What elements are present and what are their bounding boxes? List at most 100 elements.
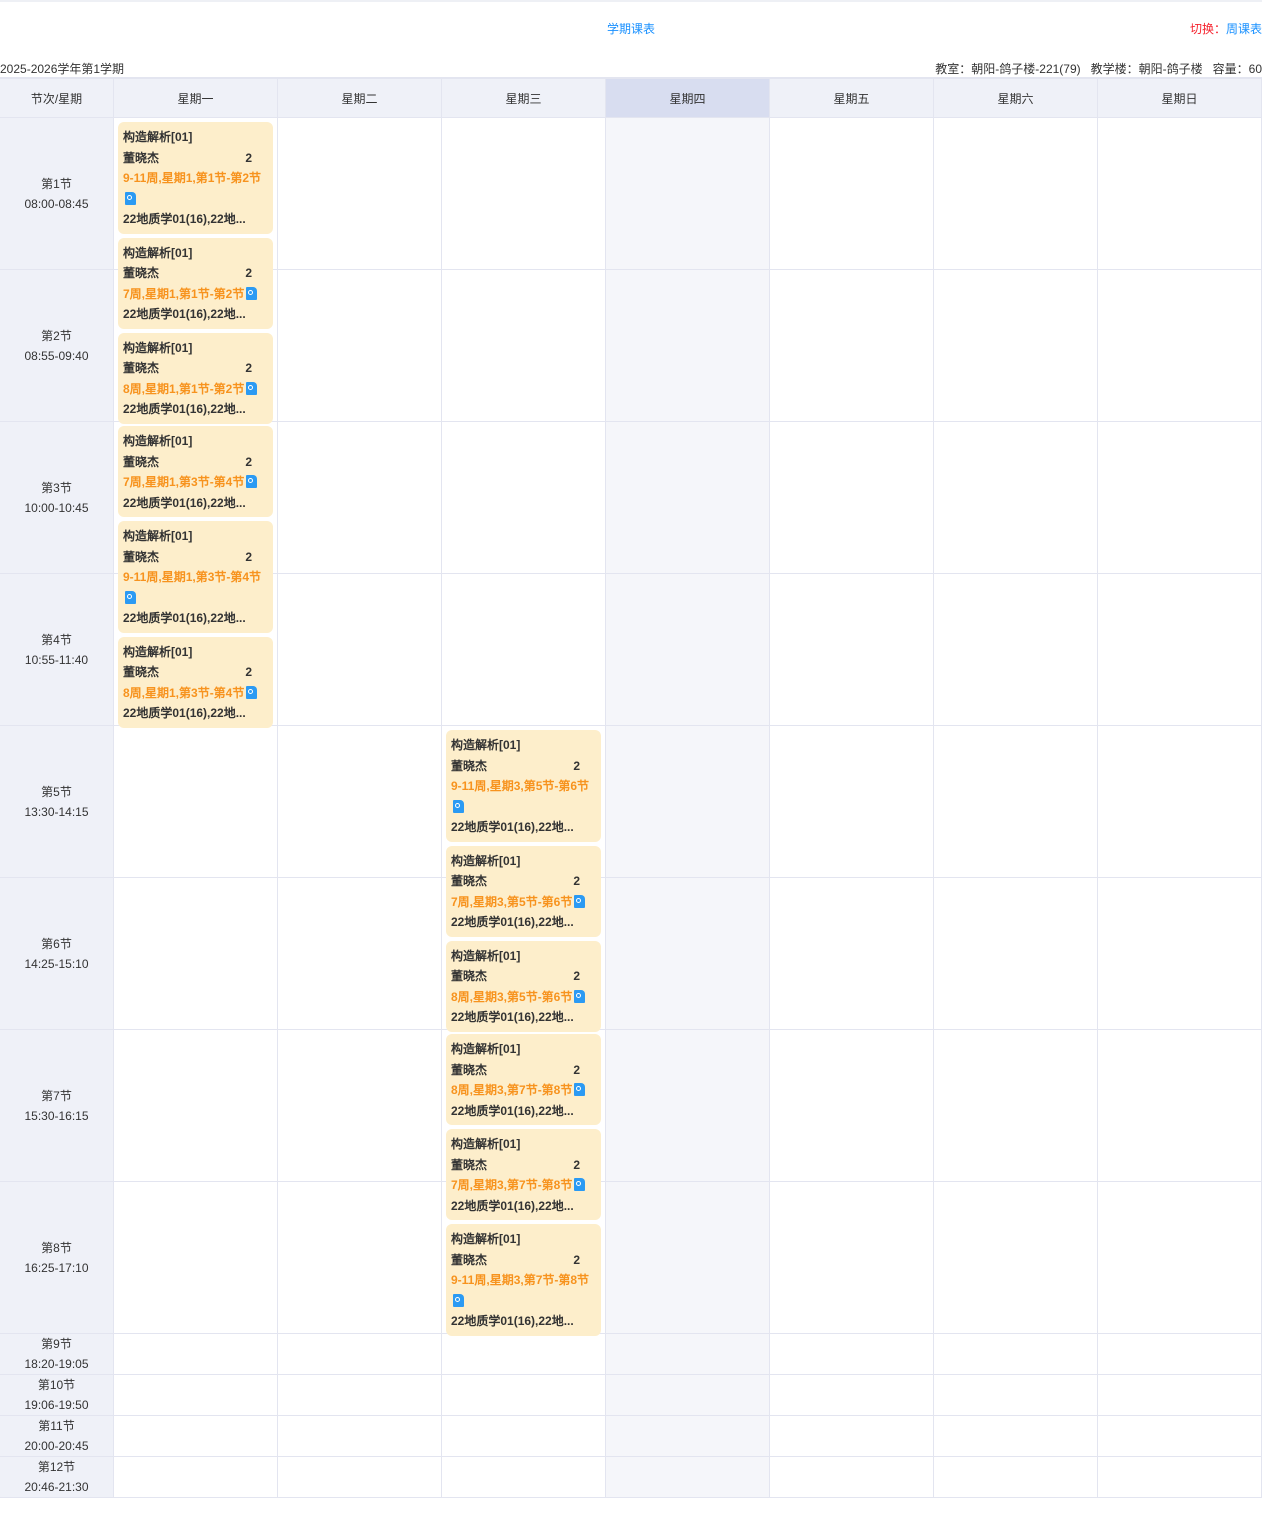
timetable-cell[interactable] [934,1416,1098,1457]
file-search-icon[interactable] [453,799,464,813]
timetable-cell[interactable] [1098,118,1262,270]
course-card[interactable]: 构造解析[01] 董晓杰 2 7周,星期3,第7节-第8节 22地质学01(16),22… [446,1129,601,1220]
timetable-cell[interactable] [114,1030,278,1182]
timetable-cell[interactable] [1098,1375,1262,1416]
timetable-cell[interactable] [934,1457,1098,1498]
timetable-cell[interactable] [114,1416,278,1457]
timetable-cell[interactable] [1098,878,1262,1030]
file-search-icon[interactable] [246,685,258,699]
timetable-cell[interactable] [114,1457,278,1498]
timetable-cell[interactable] [442,1457,606,1498]
timetable-cell[interactable] [606,422,770,574]
timetable-cell[interactable] [278,270,442,422]
timetable-cell[interactable] [278,1457,442,1498]
timetable-cell[interactable] [770,118,934,270]
weekly-timetable-link[interactable]: 周课表 [1225,22,1262,36]
timetable-cell[interactable] [934,270,1098,422]
timetable-cell[interactable] [114,1334,278,1375]
timetable-cell[interactable] [934,422,1098,574]
timetable-cell[interactable] [606,1375,770,1416]
timetable-cell[interactable] [934,878,1098,1030]
course-card[interactable]: 构造解析[01] 董晓杰 2 8周,星期1,第3节-第4节 22地质学01(16),22… [118,636,273,728]
course-card[interactable]: 构造解析[01] 董晓杰 2 7周,星期1,第3节-第4节 22地质学01(16),22… [118,426,273,517]
timetable-cell[interactable] [606,118,770,270]
timetable-cell[interactable] [278,422,442,574]
course-card[interactable]: 构造解析[01] 董晓杰 2 9-11周,星期3,第5节-第6节 22地质学01(16)… [446,730,601,842]
timetable-cell[interactable] [606,1457,770,1498]
timetable-cell[interactable] [114,726,278,878]
file-search-icon[interactable] [246,286,258,300]
timetable-cell[interactable] [1098,726,1262,878]
timetable-cell[interactable] [606,1334,770,1375]
course-card[interactable]: 构造解析[01] 董晓杰 2 9-11周,星期1,第1节-第2节 22地质学01(16)… [118,122,273,234]
timetable-cell[interactable] [770,1457,934,1498]
timetable-cell[interactable] [442,1334,606,1375]
timetable-cell[interactable] [606,270,770,422]
timetable-cell[interactable] [1098,1030,1262,1182]
timetable-cell[interactable] [442,118,606,270]
timetable-cell[interactable] [1098,1182,1262,1334]
course-card[interactable]: 构造解析[01] 董晓杰 2 8周,星期3,第5节-第6节 22地质学01(16),22… [446,940,601,1032]
timetable-cell[interactable] [278,1334,442,1375]
timetable-cell[interactable] [278,574,442,726]
timetable-cell[interactable] [606,1030,770,1182]
timetable-cell[interactable] [1098,574,1262,726]
course-card[interactable]: 构造解析[01] 董晓杰 2 7周,星期1,第1节-第2节 22地质学01(16),22… [118,237,273,329]
timetable-cell[interactable] [278,1030,442,1182]
timetable-cell[interactable] [1098,270,1262,422]
timetable-cell[interactable] [278,1416,442,1457]
course-card[interactable]: 构造解析[01] 董晓杰 2 8周,星期1,第1节-第2节 22地质学01(16),22… [118,332,273,424]
timetable-cell[interactable] [770,1375,934,1416]
timetable-cell[interactable] [770,1030,934,1182]
timetable-cell[interactable] [114,1182,278,1334]
file-search-icon[interactable] [246,381,258,395]
file-search-icon[interactable] [125,590,136,604]
timetable-cell[interactable] [934,574,1098,726]
timetable-cell[interactable] [934,1375,1098,1416]
file-search-icon[interactable] [246,475,258,488]
file-search-icon[interactable] [574,894,586,908]
timetable-cell[interactable] [606,878,770,1030]
timetable-cell[interactable] [278,726,442,878]
timetable-cell[interactable] [442,574,606,726]
timetable-cell[interactable] [934,118,1098,270]
file-search-icon[interactable] [125,191,136,205]
file-search-icon[interactable] [574,1083,586,1096]
timetable-cell[interactable] [1098,422,1262,574]
timetable-cell[interactable] [770,726,934,878]
timetable-cell[interactable] [1098,1416,1262,1457]
course-card[interactable]: 构造解析[01] 董晓杰 2 7周,星期3,第5节-第6节 22地质学01(16),22… [446,845,601,937]
timetable-cell[interactable] [770,574,934,726]
file-search-icon[interactable] [453,1293,464,1307]
timetable-cell[interactable] [278,878,442,1030]
timetable-cell[interactable] [606,1416,770,1457]
timetable-cell[interactable] [934,1030,1098,1182]
timetable-cell[interactable] [606,726,770,878]
timetable-cell[interactable] [770,1334,934,1375]
file-search-icon[interactable] [574,989,586,1003]
timetable-cell[interactable] [442,270,606,422]
course-card[interactable]: 构造解析[01] 董晓杰 2 8周,星期3,第7节-第8节 22地质学01(16),22… [446,1034,601,1125]
timetable-cell[interactable] [770,1182,934,1334]
timetable-cell[interactable] [770,270,934,422]
timetable-cell[interactable] [770,878,934,1030]
course-card[interactable]: 构造解析[01] 董晓杰 2 9-11周,星期1,第3节-第4节 22地质学01(16)… [118,521,273,633]
timetable-cell[interactable] [442,1375,606,1416]
timetable-cell[interactable] [934,1182,1098,1334]
timetable-cell[interactable] [278,1182,442,1334]
timetable-cell[interactable] [1098,1457,1262,1498]
timetable-cell[interactable] [770,422,934,574]
timetable-cell[interactable] [1098,1334,1262,1375]
timetable-cell[interactable] [278,118,442,270]
timetable-cell[interactable] [442,1416,606,1457]
timetable-cell[interactable] [934,1334,1098,1375]
timetable-cell[interactable] [114,1375,278,1416]
timetable-cell[interactable] [606,1182,770,1334]
timetable-cell[interactable] [442,422,606,574]
course-card[interactable]: 构造解析[01] 董晓杰 2 9-11周,星期3,第7节-第8节 22地质学01(16)… [446,1224,601,1336]
timetable-cell[interactable] [934,726,1098,878]
file-search-icon[interactable] [574,1178,586,1191]
timetable-cell[interactable] [770,1416,934,1457]
timetable-cell[interactable] [114,878,278,1030]
timetable-cell[interactable] [278,1375,442,1416]
